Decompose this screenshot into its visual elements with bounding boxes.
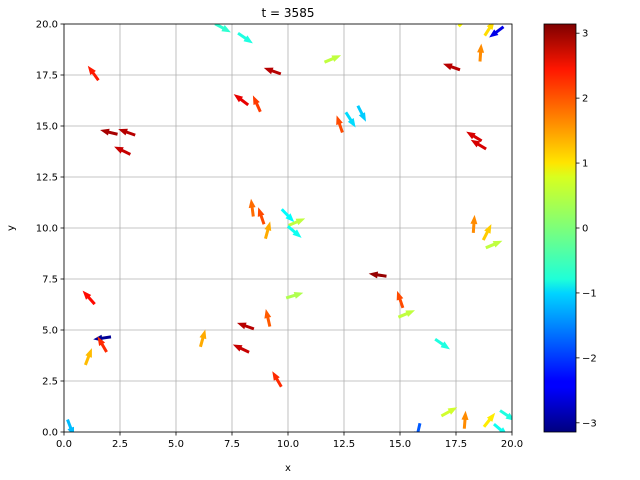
vector-arrow — [114, 146, 131, 156]
colorbar-tick-label: −1 — [582, 288, 597, 299]
colorbar-tick-label: −3 — [582, 418, 597, 429]
x-tick-label: 0.0 — [56, 439, 72, 450]
colorbar-tick-label: 1 — [582, 159, 588, 170]
vector-arrow — [470, 139, 487, 151]
x-tick-label: 20.0 — [501, 439, 523, 450]
vector-arrow — [443, 63, 461, 72]
vector-arrow — [233, 94, 250, 107]
x-axis-ticks: 0.0 2.5 5.0 7.5 10.0 12.5 15.0 17.5 20.0 — [56, 432, 523, 450]
vector-arrow — [461, 410, 469, 429]
vector-arrow — [280, 208, 295, 223]
vector-arrow — [93, 334, 112, 342]
vector-arrow — [263, 67, 282, 76]
arrow-field — [66, 24, 512, 432]
vector-arrow — [252, 95, 262, 113]
x-axis-label: x — [285, 463, 291, 474]
vector-arrow — [100, 128, 118, 136]
vector-arrow — [264, 221, 272, 240]
vector-arrow — [466, 131, 483, 143]
vector-arrow — [237, 322, 255, 331]
colorbar-tick-label: 2 — [582, 94, 588, 105]
vector-arrow — [199, 329, 207, 348]
vector-arrow — [285, 292, 304, 300]
vector-arrow — [396, 290, 405, 309]
vector-arrow — [214, 24, 231, 33]
y-tick-label: 20.0 — [36, 20, 58, 31]
vector-arrow — [84, 348, 92, 366]
vector-arrow — [257, 207, 266, 225]
colorbar-tick-label: −2 — [582, 353, 597, 364]
vector-arrow — [118, 128, 136, 137]
vector-arrow — [470, 214, 478, 233]
y-tick-label: 0.0 — [42, 428, 58, 439]
vector-arrow — [66, 419, 74, 432]
vector-arrow — [483, 24, 494, 37]
vector-arrow — [286, 225, 302, 238]
vector-arrow — [457, 24, 464, 28]
y-axis-label: y — [6, 225, 17, 231]
vector-arrow — [489, 25, 505, 38]
y-axis-ticks: 0.0 2.5 5.0 7.5 10.0 12.5 15.0 17.5 20.0 — [36, 20, 64, 439]
vector-arrow — [397, 310, 415, 319]
vector-arrow — [232, 344, 250, 354]
vector-arrow — [264, 309, 272, 327]
vector-arrow — [440, 407, 458, 418]
vector-arrow — [493, 423, 506, 432]
y-tick-label: 10.0 — [36, 224, 58, 235]
vector-arrow — [288, 218, 306, 227]
y-tick-label: 12.5 — [36, 173, 58, 184]
vector-arrow — [414, 422, 422, 432]
colorbar-tick-label: 0 — [582, 224, 588, 235]
y-tick-label: 5.0 — [42, 326, 58, 337]
vector-arrow — [356, 105, 366, 122]
x-tick-label: 15.0 — [389, 439, 411, 450]
vector-arrow — [87, 65, 100, 82]
vector-arrow — [485, 240, 503, 250]
x-tick-label: 17.5 — [445, 439, 467, 450]
vector-arrow — [336, 115, 344, 133]
vector-arrow — [237, 32, 253, 44]
x-tick-label: 12.5 — [333, 439, 355, 450]
colorbar — [543, 23, 577, 433]
colorbar-tick-label: 3 — [582, 29, 588, 40]
chart-title: t = 3585 — [262, 6, 315, 20]
y-tick-label: 7.5 — [42, 275, 58, 286]
y-tick-label: 2.5 — [42, 377, 58, 388]
vector-arrow — [97, 336, 108, 353]
y-tick-label: 17.5 — [36, 71, 58, 82]
x-tick-label: 2.5 — [112, 439, 128, 450]
vector-arrow — [482, 412, 496, 428]
vector-arrow — [499, 409, 512, 421]
colorbar-ticks: 3 2 1 0 −1 −2 −3 — [576, 29, 597, 429]
vector-arrow — [344, 111, 356, 128]
x-tick-label: 7.5 — [224, 439, 240, 450]
vector-arrow — [368, 271, 387, 279]
x-tick-label: 10.0 — [277, 439, 299, 450]
vector-arrow — [272, 371, 283, 388]
vector-arrow — [434, 338, 450, 350]
vector-arrow — [82, 290, 96, 306]
x-tick-label: 5.0 — [168, 439, 184, 450]
vector-arrow — [248, 198, 256, 217]
vector-arrow — [323, 55, 342, 64]
vector-arrow — [477, 43, 485, 62]
y-tick-label: 15.0 — [36, 122, 58, 133]
vector-arrow — [481, 224, 492, 241]
